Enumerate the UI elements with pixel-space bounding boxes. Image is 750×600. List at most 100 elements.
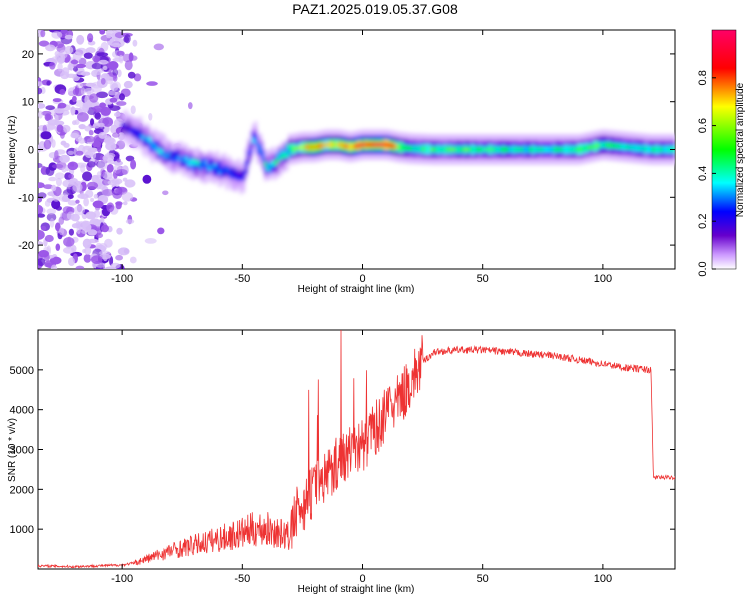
spectrogram-track-cell: [384, 142, 388, 148]
spectrogram-track-cell: [324, 142, 327, 148]
colorbar-tick-label: 0.4: [697, 166, 709, 181]
spectrogram-noise-blob: [75, 220, 81, 229]
spectrogram-noise-blob: [77, 112, 89, 122]
spectrogram-track-cell: [396, 144, 400, 150]
spectrogram-noise-blob: [45, 44, 56, 52]
spectrogram-noise-blob: [100, 106, 111, 116]
spectrogram-track-cell: [131, 128, 135, 133]
spectrogram-y-ticks: -20 -10 0 10 20: [18, 49, 675, 252]
snr-x-tick-label: 50: [477, 573, 489, 585]
spectrogram-noise-blob: [83, 87, 95, 94]
spectrogram-track-cell: [425, 146, 428, 152]
spectrogram-track-cell: [177, 149, 181, 161]
spectrogram-track-cell: [487, 147, 491, 152]
spectrogram-noise-blob: [84, 246, 92, 255]
spectrogram-noise-blob: [78, 57, 87, 66]
spectrogram-noise-blob: [90, 197, 95, 202]
spectrogram-noise-blob: [67, 200, 78, 206]
spectrogram-track-cell: [201, 159, 205, 179]
spectrogram-track-cell: [167, 150, 171, 162]
spectrogram-noise-blob: [73, 66, 78, 72]
spectrogram-track-cell: [571, 147, 575, 152]
spectrogram-noise-blob: [59, 129, 65, 139]
spectrogram-track-layer: [122, 109, 675, 195]
spectrogram-noise-blob: [73, 205, 85, 216]
spectrogram-track-cell: [268, 162, 272, 168]
spectrogram-noise-blob: [96, 52, 109, 57]
spectrogram-track-cell: [607, 142, 611, 148]
spectrogram-track-cell: [165, 153, 169, 159]
spectrogram-track-cell: [586, 145, 590, 151]
spectrogram-track-cell: [276, 152, 279, 163]
spectrogram-noise-blob: [91, 62, 103, 70]
snr-frame: [37, 329, 676, 570]
spectrogram-noise-blob: [70, 59, 79, 65]
spectrogram-track-cell: [141, 135, 145, 140]
spectrogram-noise-blob: [49, 256, 62, 265]
spectrogram-track-cell: [251, 131, 255, 143]
spectrogram-track-cell: [590, 144, 594, 150]
spectrogram-track-cell: [124, 125, 128, 131]
spectrogram-track-cell: [432, 147, 436, 152]
spectrogram-track-cell: [651, 147, 654, 152]
spectrogram-noise-blob: [55, 222, 61, 232]
spectrogram-noise-blob: [43, 184, 54, 190]
spectrogram-track-cell: [122, 123, 126, 128]
spectrogram-track-cell: [535, 147, 539, 152]
spectrogram-track-cell: [456, 147, 460, 152]
spectrogram-noise-blob: [38, 250, 49, 258]
spectrogram-track-cell: [461, 147, 465, 152]
spectrogram-track-cell: [146, 136, 150, 142]
spectrogram-track-cell: [526, 147, 529, 152]
spectrogram-noise-blob: [38, 81, 43, 87]
spectrogram-track-cell: [276, 158, 279, 163]
spectrogram-track-cell: [643, 146, 647, 152]
spectrogram-noise-blob: [51, 139, 56, 148]
spectrogram-noise-blob: [98, 59, 109, 65]
spectrogram-track-cell: [237, 175, 241, 181]
spectrogram-noise-blob: [57, 57, 65, 64]
spectrogram-noise-blob: [51, 31, 63, 39]
spectrogram-track-cell: [533, 147, 537, 152]
spectrogram-noise-blob: [82, 103, 89, 113]
spectrogram-noise-blob: [52, 98, 62, 103]
spectrogram-track-cell: [273, 160, 277, 166]
spectrogram-track-cell: [636, 145, 640, 151]
spectrogram-track-cell: [189, 160, 193, 165]
spectrogram-track-cell: [518, 147, 522, 152]
spectrogram-noise-blob: [94, 112, 102, 120]
spectrogram-track-cell: [316, 144, 320, 149]
spectrogram-noise-blob: [106, 202, 115, 213]
spectrogram-noise-blob: [61, 167, 67, 173]
spectrogram-noise-blob: [68, 257, 75, 266]
spectrogram-track-cell: [264, 161, 267, 173]
spectrogram-track-cell: [441, 147, 445, 152]
spectrogram-noise-blob: [44, 234, 54, 243]
spectrogram-noise-blob: [55, 205, 62, 211]
spectrogram-noise-blob: [88, 130, 94, 136]
spectrogram-track-cell: [550, 147, 553, 152]
spectrogram-track-cell: [506, 147, 510, 152]
spectrogram-noise-blob: [111, 82, 119, 92]
spectrogram-x-tick-label: -50: [234, 273, 250, 285]
spectrogram-track-cell: [264, 161, 267, 167]
spectrogram-track-cell: [256, 143, 260, 154]
spectrogram-track-cell: [376, 142, 380, 148]
spectrogram-track-cell: [530, 147, 534, 152]
spectrogram-noise-blob: [67, 150, 74, 155]
spectrogram-noise-blob: [80, 87, 86, 96]
spectrogram-noise-blob: [127, 71, 136, 79]
spectrogram-track-cell: [641, 146, 645, 152]
spectrogram-track-cell: [355, 143, 359, 149]
spectrogram-noise-blob: [107, 61, 119, 70]
snr-x-ticks: -100 -50 0 50 100: [111, 330, 612, 585]
spectrogram-track-cell: [175, 151, 178, 162]
colorbar-tick-label: 0.0: [697, 261, 709, 276]
spectrogram-x-ticks: -100 -50 0 50 100: [111, 30, 612, 285]
spectrogram-track-cell: [206, 165, 210, 170]
spectrogram-track-cell: [139, 128, 142, 139]
spectrogram-noise-blob: [80, 164, 86, 173]
snr-y-tick-label: 2000: [10, 484, 34, 496]
spectrogram-noise-blob: [48, 176, 57, 182]
spectrogram-noise-blob: [56, 177, 62, 187]
